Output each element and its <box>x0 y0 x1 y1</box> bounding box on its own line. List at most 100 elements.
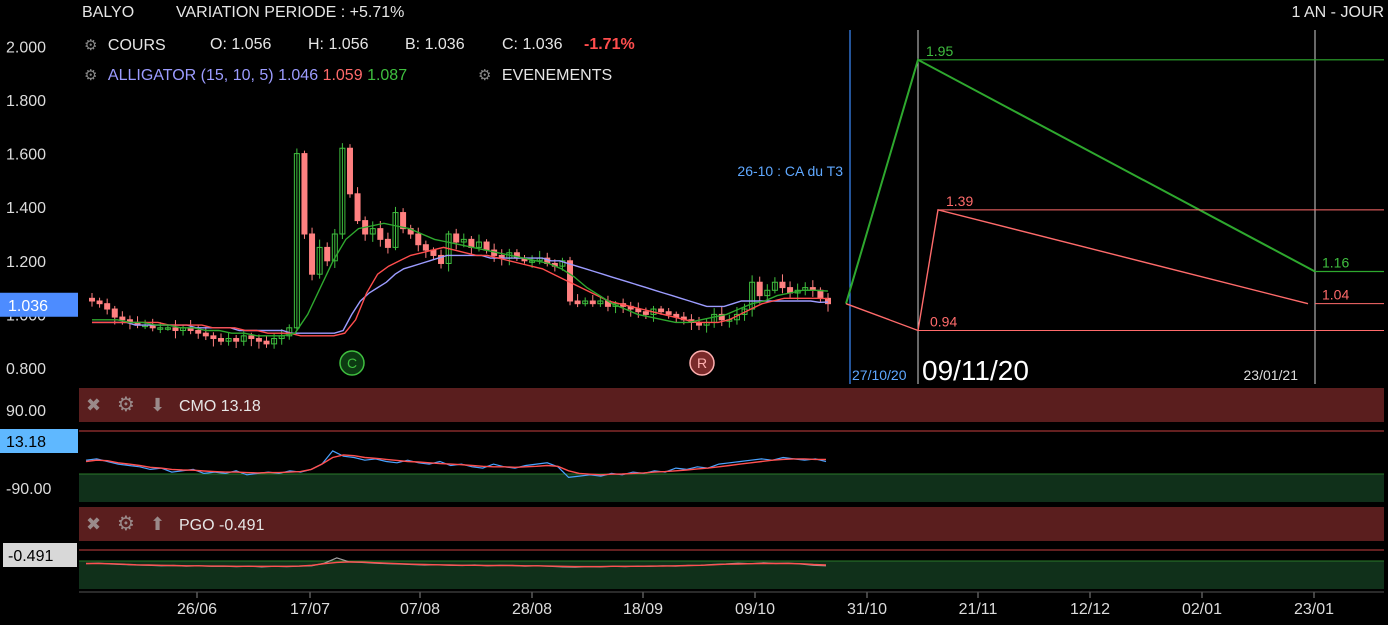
candle-body <box>202 332 209 337</box>
candle-body <box>415 233 422 246</box>
candle-body <box>817 289 824 299</box>
target-mid-high-label: 1.39 <box>946 193 973 209</box>
x-tick-label: 07/08 <box>400 601 440 618</box>
current-date-label: 09/11/20 <box>922 355 1029 386</box>
candle-body <box>483 241 490 251</box>
arrow-down-icon[interactable]: ⬇ <box>150 395 165 415</box>
candle-body <box>217 338 224 342</box>
candle-body <box>438 254 445 264</box>
cmo-panel: ✖ ⚙ ⬇ CMO 13.18 90.00 -90.00 13.18 <box>0 388 1384 502</box>
candle-body <box>346 147 353 195</box>
signal-r-marker-letter: R <box>697 355 707 371</box>
candle-body <box>400 212 407 230</box>
candle-body <box>271 338 278 345</box>
candle-body <box>111 308 118 318</box>
candle-body <box>369 228 376 235</box>
candle-body <box>612 303 619 307</box>
candle-body <box>642 311 649 315</box>
x-tick-label: 02/01 <box>1182 601 1222 618</box>
cmo-tick-label: 90.00 <box>6 403 46 420</box>
target-end-low-label: 1.04 <box>1322 287 1349 303</box>
candle-body <box>771 281 778 291</box>
x-tick-label: 17/07 <box>290 601 330 618</box>
alligator-blue-line <box>92 254 829 334</box>
pgo-value-label: -0.491 <box>8 548 53 565</box>
signal-c-marker-letter: C <box>347 355 357 371</box>
candle-body <box>89 297 95 302</box>
event-date-label: 27/10/20 <box>852 367 907 383</box>
open-value: O: 1.056 <box>210 36 272 53</box>
horizon-date-label: 23/01/21 <box>1244 367 1299 383</box>
candle-body <box>255 338 262 342</box>
variation-label: VARIATION PERIODE : +5.71% <box>176 4 405 21</box>
x-tick-label: 18/09 <box>623 601 663 618</box>
candle-body <box>475 241 482 248</box>
price-tick-label: 1.200 <box>6 254 46 271</box>
candle-body <box>104 303 111 310</box>
period-selector[interactable]: 1 AN - JOUR <box>1291 4 1384 21</box>
signal-c-marker[interactable] <box>339 350 365 376</box>
pgo-title: PGO -0.491 <box>179 517 264 534</box>
forecast-low-path <box>845 209 1309 332</box>
gear-icon[interactable]: ⚙ <box>84 37 98 54</box>
candle-body <box>665 311 672 315</box>
x-tick-label: 26/06 <box>177 601 217 618</box>
alligator-blue-value: 1.046 <box>278 67 319 84</box>
alligator-red-value: 1.059 <box>322 67 363 84</box>
candle-body <box>354 193 361 222</box>
candle-body <box>96 300 103 305</box>
close-icon[interactable]: ✖ <box>86 395 101 415</box>
alligator-green-line <box>92 222 829 337</box>
alligator-red-line <box>92 246 829 337</box>
close-value: C: 1.036 <box>502 36 563 53</box>
close-icon[interactable]: ✖ <box>86 514 101 534</box>
cmo-signal-line <box>85 454 826 476</box>
x-tick-label: 21/11 <box>959 601 998 618</box>
low-value: B: 1.036 <box>405 36 465 53</box>
x-tick-label: 09/10 <box>735 601 775 618</box>
forecast-high-path <box>845 58 1316 304</box>
candle-body <box>309 233 316 275</box>
candle-body <box>195 329 202 334</box>
candle-body <box>316 246 323 275</box>
gear-icon[interactable]: ⚙ <box>117 513 135 535</box>
candle-body <box>293 153 300 329</box>
candle-body <box>392 212 399 248</box>
candle-body <box>422 244 429 251</box>
candle-body <box>157 327 164 330</box>
cmo-value-badge <box>0 429 78 453</box>
target-end-high-label: 1.16 <box>1322 255 1349 271</box>
event-label: 26-10 : CA du T3 <box>737 163 843 179</box>
candle-body <box>559 260 566 267</box>
candle-body <box>574 300 581 305</box>
last-price-badge <box>0 292 78 317</box>
candle-body <box>635 308 642 313</box>
last-price-label: 1.036 <box>8 298 48 315</box>
price-tick-label: 1.600 <box>6 147 46 164</box>
x-tick-label: 31/10 <box>847 601 887 618</box>
pgo-signal-line <box>86 561 827 568</box>
price-tick-label: 2.000 <box>6 39 46 56</box>
candle-body <box>233 338 240 342</box>
arrow-up-icon[interactable]: ⬆ <box>150 514 165 534</box>
signal-r-marker[interactable] <box>689 350 715 376</box>
candle-body <box>779 281 786 289</box>
pgo-header <box>79 507 1384 541</box>
candle-body <box>453 233 460 243</box>
alligator-label: ALLIGATOR (15, 10, 5) <box>107 67 274 84</box>
forecast-lines: 26-10 : CA du T3 27/10/20 09/11/20 23/01/21… <box>737 30 1384 386</box>
x-tick-label: 23/01 <box>1294 601 1334 618</box>
candle-body <box>718 313 725 321</box>
pgo-value-badge <box>3 543 77 567</box>
gear-icon[interactable]: ⚙ <box>84 67 98 84</box>
candle-body <box>658 308 665 313</box>
price-tick-label: 1.400 <box>6 200 46 217</box>
cmo-value-label: 13.18 <box>6 434 46 451</box>
x-tick-label: 28/08 <box>512 601 552 618</box>
gear-icon[interactable]: ⚙ <box>117 394 135 416</box>
candle-body <box>377 228 384 240</box>
gear-icon[interactable]: ⚙ <box>478 67 492 84</box>
candle-body <box>248 335 255 340</box>
